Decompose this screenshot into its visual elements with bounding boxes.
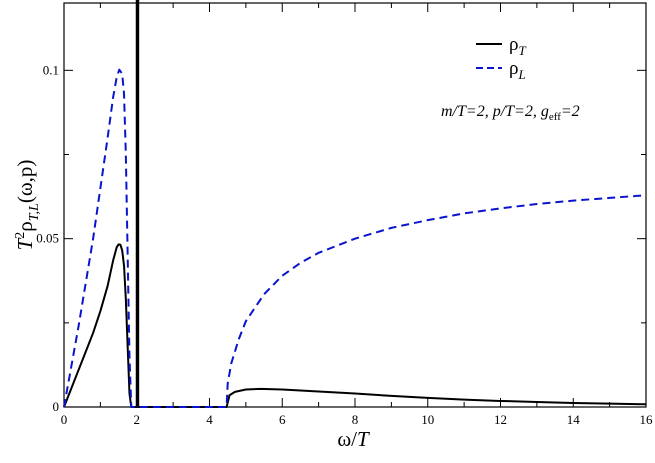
x-tick-label: 14 — [567, 412, 581, 427]
y-tick-label: 0.1 — [43, 62, 59, 77]
x-tick-label: 16 — [640, 412, 654, 427]
x-tick-label: 10 — [421, 412, 434, 427]
legend-label-rho-l: ρL — [509, 58, 526, 82]
parameter-annotation: m/T=2, p/T=2, geff=2 — [441, 103, 580, 123]
x-axis-label: ω/T — [337, 427, 370, 451]
y-tick-label: 0.05 — [36, 231, 59, 246]
x-tick-label: 12 — [494, 412, 507, 427]
data-series — [63, 0, 647, 408]
plot-frame — [63, 2, 647, 408]
x-axis: 0 2 4 6 8 10 12 14 16 — [61, 3, 653, 427]
x-tick-label: 8 — [352, 412, 359, 427]
y-axis-label: T2ρT,L(ω,p) — [13, 160, 42, 251]
y-tick-label: 0 — [53, 399, 60, 414]
y-axis: 0 0.05 0.1 — [36, 62, 646, 414]
legend: ρT ρL — [476, 34, 526, 82]
x-tick-label: 0 — [61, 412, 68, 427]
x-tick-label: 6 — [279, 412, 286, 427]
legend-label-rho-t: ρT — [509, 34, 526, 58]
series-line-rho-l — [63, 68, 647, 408]
x-tick-label: 4 — [206, 412, 213, 427]
x-tick-label: 2 — [134, 412, 141, 427]
series-line-rho-t — [63, 0, 647, 408]
